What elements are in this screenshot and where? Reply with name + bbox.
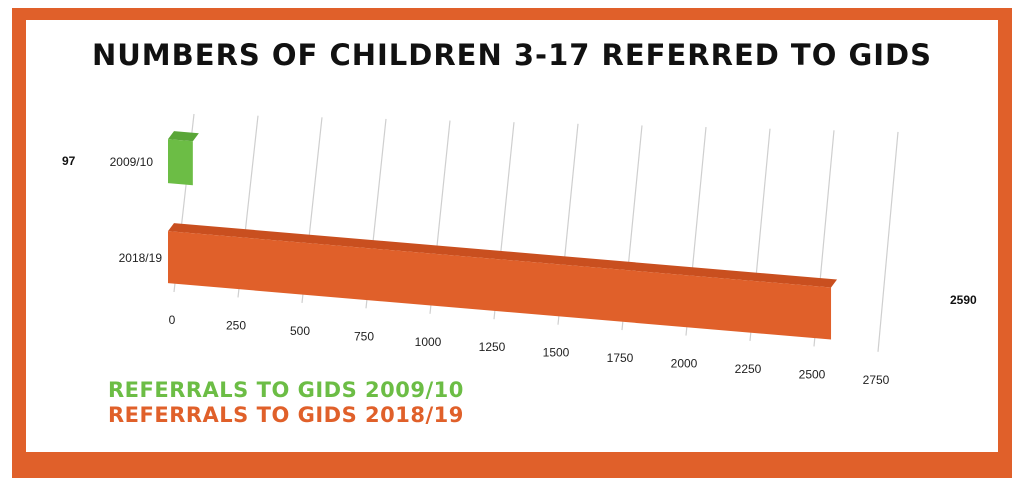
x-tick-label: 500 xyxy=(290,324,310,338)
data-label: 97 xyxy=(62,154,76,168)
legend-entry-2009-10: REFERRALS TO GIDS 2009/10 xyxy=(108,378,464,402)
x-tick-label: 1250 xyxy=(479,340,506,354)
data-label: 2590 xyxy=(950,293,977,307)
x-tick-label: 1000 xyxy=(415,335,442,349)
x-tick-label: 2250 xyxy=(735,362,762,376)
x-tick-label: 0 xyxy=(169,313,176,327)
x-tick-label: 2750 xyxy=(863,373,890,387)
x-tick-label: 750 xyxy=(354,329,374,343)
x-tick-label: 1750 xyxy=(607,351,634,365)
category-label: 2018/19 xyxy=(119,251,163,265)
bar-top-face xyxy=(168,223,838,288)
gridline xyxy=(877,131,899,352)
x-tick-label: 1500 xyxy=(543,346,570,360)
bar xyxy=(168,231,832,340)
bar xyxy=(168,139,193,186)
x-tick-label: 2500 xyxy=(799,367,826,381)
category-label: 2009/10 xyxy=(110,155,154,169)
x-tick-label: 250 xyxy=(226,318,246,332)
x-tick-label: 2000 xyxy=(671,357,698,371)
chart-title: NUMBERS OF CHILDREN 3-17 REFERRED TO GID… xyxy=(91,38,932,72)
legend-entry-2018-19: REFERRALS TO GIDS 2018/19 xyxy=(108,403,464,427)
bar-top-face xyxy=(168,131,199,142)
